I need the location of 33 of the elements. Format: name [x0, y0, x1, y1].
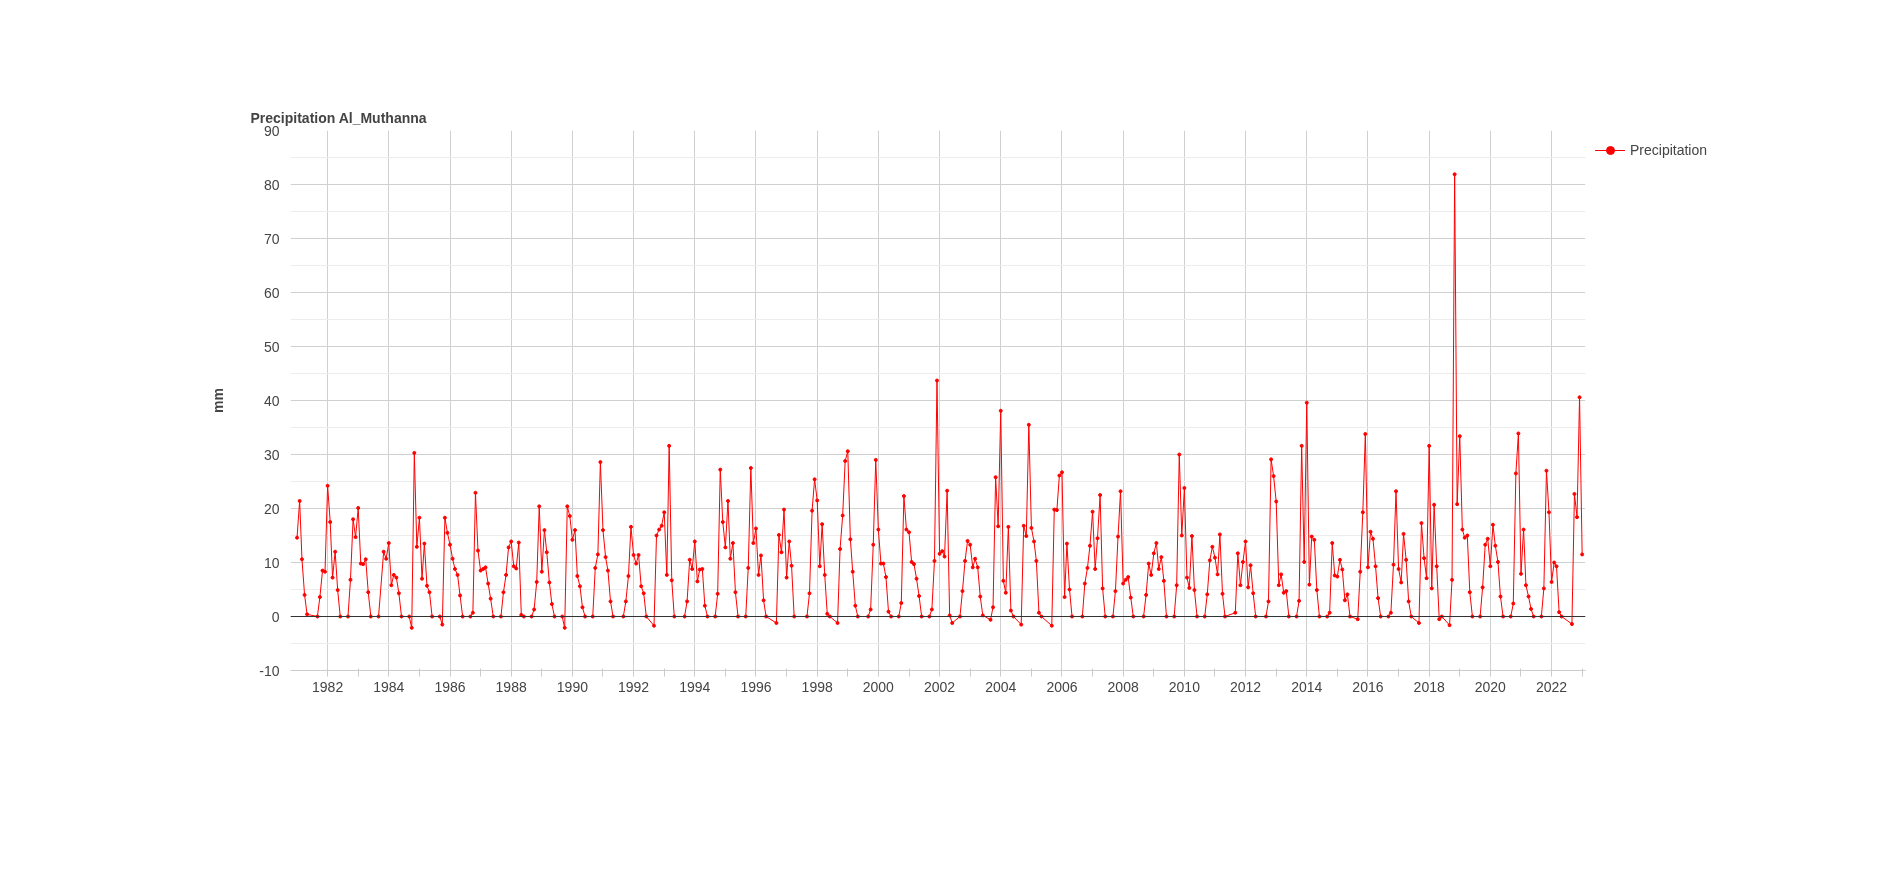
- x-tick-label: 2014: [1291, 678, 1323, 695]
- x-tick-label: 2006: [1046, 678, 1078, 695]
- x-tick-label: 2004: [985, 678, 1017, 695]
- y-tick-label: 70: [263, 230, 280, 247]
- x-tick-label: 1998: [801, 678, 833, 695]
- y-tick-label: 50: [263, 338, 280, 355]
- x-tick-label: 1988: [495, 678, 527, 695]
- x-tick-label: 2022: [1536, 678, 1568, 695]
- x-tick-label: 1992: [617, 678, 650, 695]
- y-tick-label: -10: [259, 662, 280, 679]
- y-tick-label: 40: [263, 392, 280, 409]
- y-axis-title: mm: [210, 388, 227, 413]
- x-tick-label: 2008: [1107, 678, 1139, 695]
- x-tick-label: 2018: [1413, 678, 1445, 695]
- x-tick-label: 2012: [1229, 678, 1262, 695]
- x-tick-label: 2000: [862, 678, 895, 695]
- x-tick-label: 1994: [679, 678, 711, 695]
- legend-label: Precipitation: [1630, 142, 1708, 158]
- x-tick-label: 2020: [1474, 678, 1507, 695]
- y-tick-label: 10: [263, 554, 280, 571]
- x-tick-label: 2016: [1352, 678, 1384, 695]
- y-tick-label: 20: [263, 500, 280, 517]
- y-tick-label: 80: [263, 176, 280, 193]
- y-tick-label: 30: [263, 446, 280, 463]
- x-tick-label: 2002: [924, 678, 956, 695]
- x-tick-label: 1982: [312, 678, 344, 695]
- x-tick-label: 1984: [373, 678, 405, 695]
- y-tick-label: 0: [271, 608, 280, 625]
- x-tick-label: 2010: [1168, 678, 1201, 695]
- x-tick-label: 1990: [556, 678, 589, 695]
- y-tick-label: 60: [263, 284, 280, 301]
- x-tick-label: 1996: [740, 678, 772, 695]
- x-tick-label: 1986: [434, 678, 466, 695]
